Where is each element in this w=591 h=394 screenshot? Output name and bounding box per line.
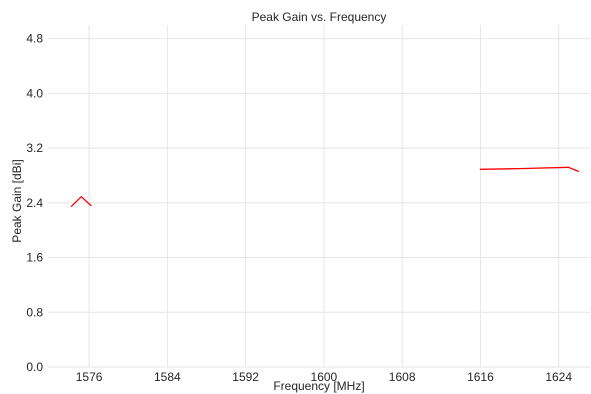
x-tick-label: 1624: [545, 370, 572, 384]
y-tick-label: 0.0: [26, 360, 43, 374]
y-tick-label: 4.8: [26, 32, 43, 46]
y-tick-label: 0.8: [26, 305, 43, 319]
x-tick-label: 1576: [76, 370, 103, 384]
y-tick-label: 4.0: [26, 86, 43, 100]
tick-labels: 1576 1584 1592 1600 1608 1616 1624 0.0 0.8 1.6 2.4…: [26, 32, 572, 384]
x-axis-label: Frequency [MHz]: [273, 379, 364, 393]
x-tick-label: 1600: [311, 370, 338, 384]
series-line-segment: [70, 196, 92, 207]
x-tick-label: 1584: [154, 370, 181, 384]
x-tick-label: 1616: [467, 370, 494, 384]
x-tick-label: 1608: [389, 370, 416, 384]
series-layer: [70, 166, 579, 207]
y-axis-label: Peak Gain [dBi]: [10, 159, 24, 242]
chart-title: Peak Gain vs. Frequency: [252, 10, 387, 24]
series-line-segment: [479, 166, 579, 173]
grid: [48, 25, 590, 368]
y-tick-label: 1.6: [26, 251, 43, 265]
y-tick-label: 2.4: [26, 196, 43, 210]
x-tick-label: 1592: [232, 370, 259, 384]
y-tick-label: 3.2: [26, 141, 43, 155]
